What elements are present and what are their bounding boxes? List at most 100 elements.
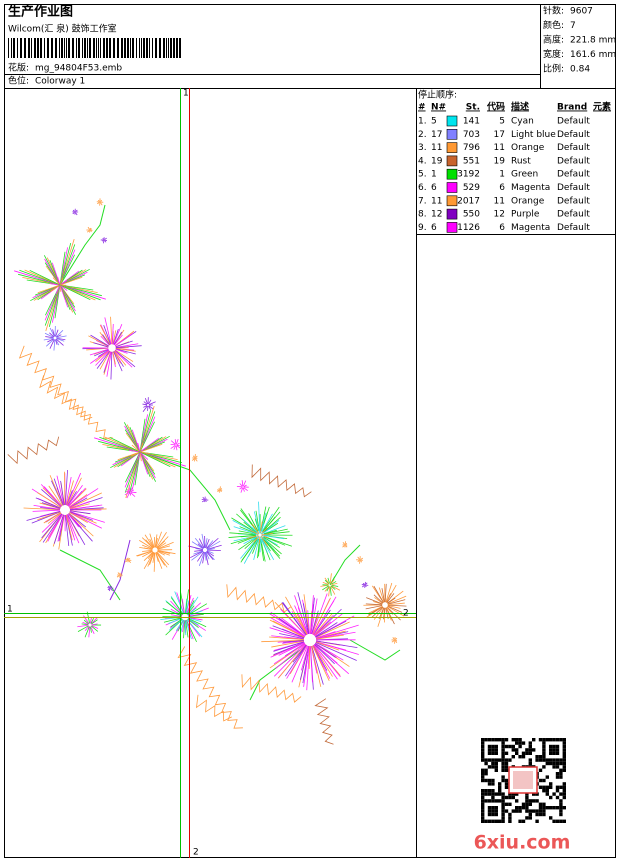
qr-cell: [484, 738, 488, 742]
row-brand: Default: [557, 183, 590, 193]
qr-cell: [484, 799, 488, 803]
row-stitches: 703: [463, 130, 480, 140]
stitch: [114, 350, 133, 368]
stitch: [314, 622, 330, 637]
stitch: [66, 514, 76, 541]
stitch: [205, 551, 210, 560]
barcode-bar: [152, 38, 153, 58]
stem: [249, 649, 301, 701]
stitch: [303, 594, 310, 634]
color-swatch: [446, 168, 458, 180]
qr-cell: [542, 812, 546, 817]
qr-cell: [491, 812, 495, 817]
stitch: [112, 330, 117, 345]
stitch: [271, 640, 304, 648]
stitch: [66, 472, 82, 506]
qr-cell: [491, 738, 495, 742]
color-swatch: [446, 155, 458, 167]
stitch: [69, 512, 88, 523]
stitch: [90, 626, 95, 634]
stitch: [273, 643, 306, 665]
qr-cell: [491, 782, 495, 786]
stitch: [240, 538, 258, 563]
stitch: [270, 617, 305, 638]
stitch: [239, 483, 243, 487]
qr-cell: [481, 795, 485, 800]
stitch: [41, 488, 62, 507]
qr-cell: [508, 744, 512, 749]
barcode-bar: [98, 38, 99, 58]
qr-cell: [559, 775, 563, 779]
zigzag: [7, 436, 60, 465]
qr-cell: [525, 748, 529, 752]
stitch: [365, 605, 383, 610]
qr-cell: [555, 761, 560, 766]
stitch: [60, 285, 68, 291]
qr-cell: [535, 799, 539, 803]
barcode-bar: [117, 38, 119, 58]
stitch: [261, 538, 275, 561]
qr-cell: [481, 799, 485, 803]
stitch: [261, 639, 304, 643]
stitch: [206, 551, 214, 561]
stitch: [273, 644, 306, 677]
stitch: [143, 552, 155, 570]
qr-cell: [535, 809, 539, 813]
stitch: [186, 619, 197, 643]
stitch: [258, 526, 261, 534]
stitch: [275, 643, 306, 669]
stitch: [111, 323, 114, 345]
stitch: [170, 614, 182, 617]
stitch: [67, 513, 80, 528]
qr-cell: [542, 748, 546, 752]
stitch: [206, 550, 215, 557]
column-header: 元素: [593, 101, 611, 113]
stitch: [53, 478, 64, 506]
qr-cell: [481, 806, 485, 810]
qr-cell: [562, 765, 566, 769]
stitch: [260, 523, 265, 534]
stitch: [205, 498, 207, 501]
stitch: [65, 514, 70, 546]
qr-cell: [555, 789, 560, 793]
qr-cell: [545, 806, 549, 810]
stitch: [316, 640, 358, 649]
stitch: [130, 489, 135, 492]
qr-cell: [494, 751, 498, 755]
qr-cell: [542, 751, 546, 755]
qr-cell: [518, 819, 522, 823]
stat-value: 221.8 mm: [570, 36, 616, 46]
stitch: [97, 199, 100, 202]
stitch: [315, 621, 350, 638]
stitch: [69, 497, 88, 508]
stitch: [87, 226, 91, 230]
stitch: [149, 533, 155, 548]
stitch: [143, 551, 154, 561]
qr-cell: [511, 809, 515, 813]
stitch: [49, 283, 59, 286]
qr-cell: [538, 738, 543, 742]
stitch: [311, 610, 319, 635]
qr-cell: [487, 748, 492, 752]
stitch: [315, 641, 359, 655]
qr-cell: [515, 799, 519, 803]
qr-cell: [481, 755, 485, 759]
stitch: [55, 329, 59, 337]
row-index: 6.: [418, 183, 427, 193]
stitch: [270, 642, 305, 658]
qr-cell: [532, 809, 536, 813]
stitch: [269, 636, 304, 640]
barcode-bar: [109, 38, 111, 58]
barcode-bar: [127, 38, 129, 58]
stitch: [104, 351, 112, 369]
barcode-bar: [64, 38, 65, 58]
stitch: [156, 532, 167, 549]
stitch: [362, 582, 365, 585]
row-code: 1: [499, 170, 505, 180]
stitch: [100, 199, 103, 202]
qr-cell: [494, 765, 498, 769]
qr-cell: [481, 792, 485, 796]
stitch: [47, 338, 54, 343]
stitch: [330, 586, 336, 595]
barcode-bar: [149, 38, 150, 58]
